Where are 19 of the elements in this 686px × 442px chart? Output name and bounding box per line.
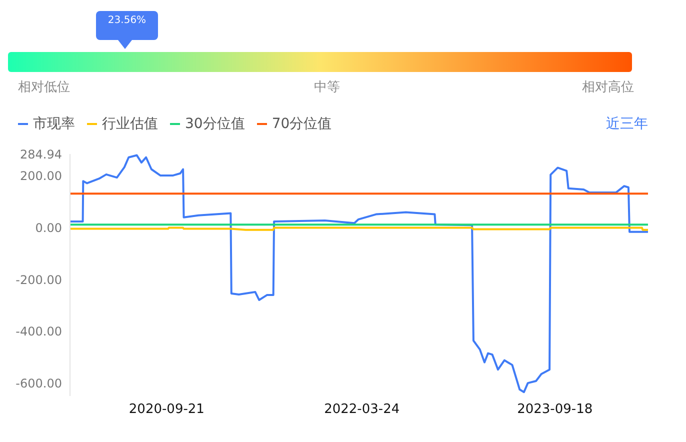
y-tick-label: 0.00: [35, 221, 62, 236]
x-tick-label: 2023-09-18: [517, 402, 593, 418]
legend-label: 行业估值: [101, 115, 158, 133]
text: 相对高位: [582, 79, 634, 96]
text: 中等: [314, 79, 340, 96]
y-tick-label: -200.00: [16, 272, 62, 287]
y-tick-label: -600.00: [16, 376, 62, 390]
y-tick-label: -400.00: [16, 324, 62, 339]
text: 相对低位: [18, 79, 70, 96]
x-tick-label: 2020-09-21: [128, 402, 204, 418]
legend-label: 70分位值: [270, 115, 332, 133]
callout-box: 23.56%: [96, 11, 158, 40]
legend-label: 30分位值: [184, 115, 245, 133]
x-tick-label: 2022-03-24: [324, 402, 400, 418]
line-series: [70, 154, 648, 394]
y-tick-label: 200.00: [20, 169, 62, 184]
text: 近三年: [606, 115, 648, 133]
legend-label: 市现率: [32, 115, 75, 133]
y-tick-label: 284.94: [20, 147, 62, 162]
